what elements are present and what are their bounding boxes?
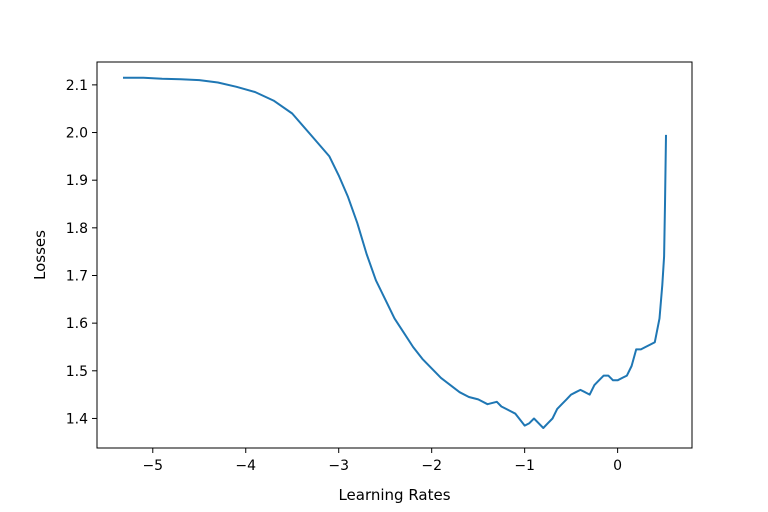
x-tick-label: −2: [421, 458, 442, 474]
x-tick-label: −3: [328, 458, 349, 474]
y-tick-label: 2.1: [66, 78, 88, 94]
x-tick-label: −5: [142, 458, 163, 474]
x-tick-label: −1: [514, 458, 535, 474]
x-axis-label: Learning Rates: [338, 486, 450, 504]
y-axis-label: Losses: [31, 230, 49, 280]
y-tick-label: 1.8: [66, 221, 88, 237]
y-tick-label: 2.0: [66, 126, 88, 142]
loss-series-line: [123, 76, 667, 429]
series-group: [123, 76, 667, 429]
axis-ticks: −5 −4 −3 −2 −1 0 1.4 1.5 1.6 1.7 1.8 1.9 2.0 2.1: [66, 78, 622, 474]
y-tick-label: 1.4: [66, 411, 88, 427]
x-tick-label: −4: [235, 458, 256, 474]
y-tick-label: 1.7: [66, 268, 88, 284]
y-tick-label: 1.6: [66, 316, 88, 332]
y-tick-label: 1.5: [66, 364, 88, 380]
x-tick-label: 0: [613, 458, 622, 474]
plot-frame: [96, 61, 693, 449]
y-tick-label: 1.9: [66, 173, 88, 189]
